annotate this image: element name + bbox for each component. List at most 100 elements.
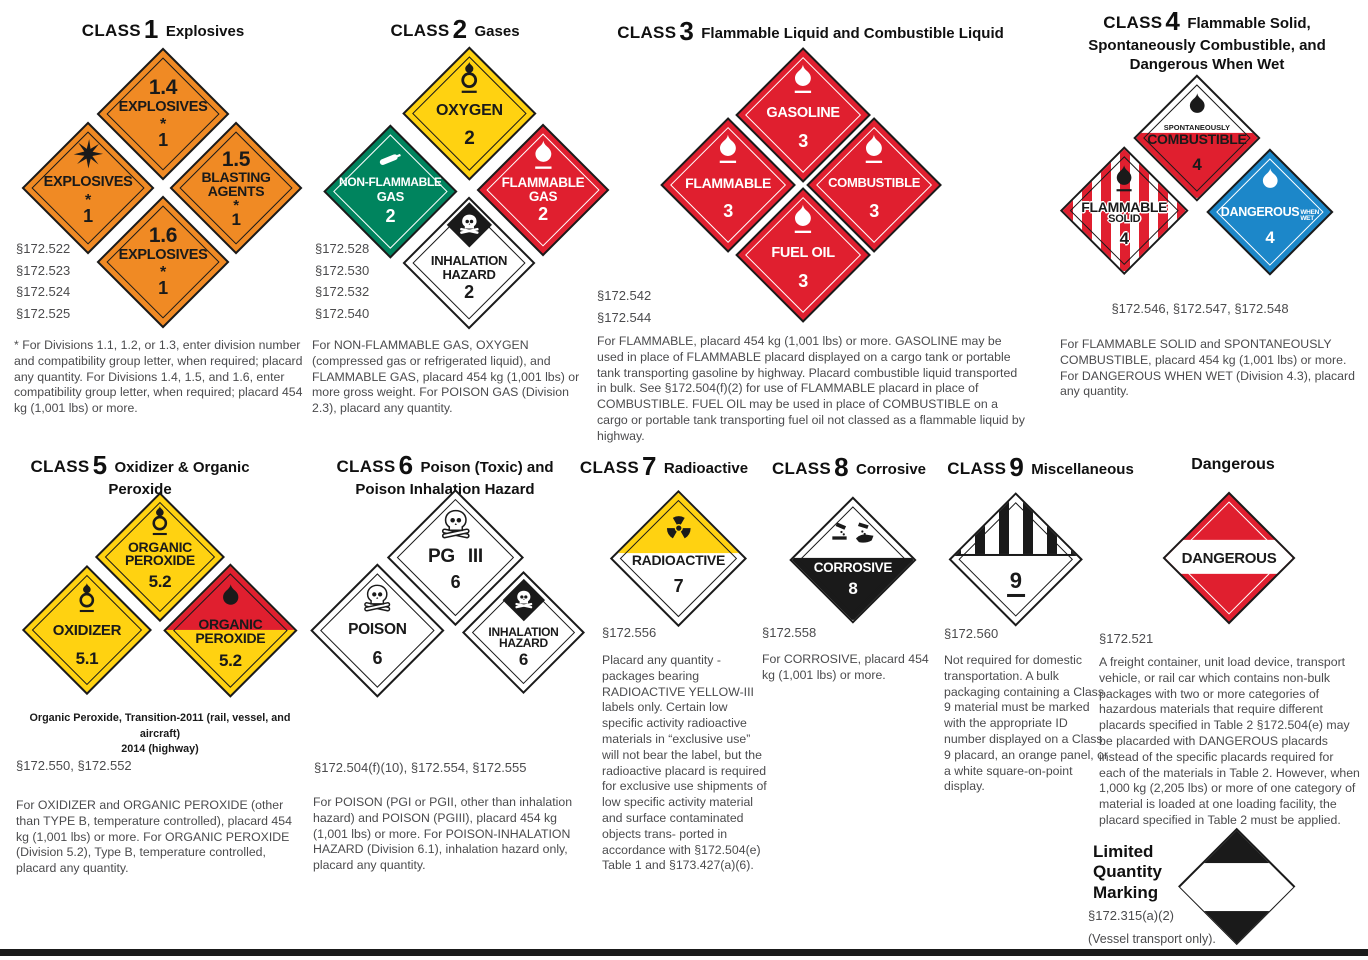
note-class-8: For CORROSIVE, placard 454 kg (1,001 lbs… [762, 652, 929, 682]
note-class-6: For POISON (PGI or PGII, other than inha… [313, 795, 573, 873]
citation: §172.532 [315, 284, 370, 299]
placard-label-3: WET [1299, 215, 1314, 223]
citations-class-2: §172.528 §172.530 §172.532 §172.540 [315, 238, 369, 324]
placard-class-num: 8 [847, 579, 858, 599]
flame-over-circle-icon [454, 60, 484, 93]
class-number: 3 [679, 16, 694, 46]
section-title-class-8: CLASS 8 Corrosive [763, 452, 935, 483]
placard-class-num: 7 [673, 575, 684, 596]
placard-division: 1.4 [149, 76, 178, 100]
placard-label: OXIDIZER [52, 621, 122, 639]
placard-inhalation-hazard-2: INHALATION HAZARD 2 [402, 196, 536, 330]
flame-icon [1111, 164, 1137, 192]
placard-class-num: 4 [1119, 228, 1129, 248]
class-word: CLASS [336, 457, 396, 476]
flame-icon [1256, 167, 1282, 193]
citation: §172.540 [315, 305, 370, 321]
placard-class-num: 6 [372, 648, 382, 669]
note-class-4: For FLAMMABLE SOLID and SPONTANEOUSLY CO… [1060, 337, 1355, 399]
class-number: 8 [834, 452, 849, 482]
placard-class-num: 9 [951, 567, 1080, 597]
class-subtitle: Radioactive [663, 460, 749, 477]
citations-class-4: §172.546, §172.547, §172.548 [1111, 301, 1289, 316]
citations-class-1: §172.522 §172.523 §172.524 §172.525 [16, 238, 70, 324]
citations-class-5: §172.550, §172.552 [16, 758, 132, 773]
placard-class-num: 4 [1264, 227, 1275, 247]
note-class-3: For FLAMMABLE, placard 454 kg (1,001 lbs… [597, 334, 1025, 443]
class-number: 5 [92, 450, 108, 480]
skull-crossbones-icon [438, 508, 472, 542]
class-word: CLASS [947, 459, 1007, 478]
placard-inhalation-hazard-6: INHALATION HAZARD 6 [461, 570, 585, 694]
flame-icon [789, 203, 817, 234]
placard-fuel-oil: FUEL OIL 3 [734, 186, 871, 323]
placard-flammable-solid: FLAMMABLE SOLID 4 [1059, 145, 1188, 274]
placard-oxidizer: OXIDIZER 5.1 [21, 564, 152, 695]
class-word: CLASS [1103, 13, 1163, 32]
placard-label: POISON [347, 621, 407, 639]
citation: §172.524 [16, 284, 71, 299]
section-title-class-5: CLASS 5 Oxidizer & Organic Peroxide [5, 450, 275, 500]
placard-class-num: 3 [798, 270, 808, 291]
citation: §172.523 [16, 262, 71, 278]
class-subtitle: Corrosive [856, 461, 927, 478]
class-number: 7 [642, 451, 657, 481]
placard-dangerous: DANGEROUS [1162, 491, 1296, 625]
limited-quantity-title: Limited Quantity Marking [1093, 842, 1162, 902]
class-number: 4 [1165, 6, 1180, 36]
citation: §172.528 [315, 241, 370, 256]
placard-label-1: ORGANIC [127, 538, 192, 555]
placard-label-1: INHALATION [431, 253, 508, 269]
class-subtitle: Poison (Toxic) and Poison Inhalation Haz… [355, 459, 554, 498]
placard-label-1: DANGEROUS [1220, 204, 1299, 219]
section-title-class-4: CLASS 4 Flammable Solid, Spontaneously Co… [1048, 6, 1366, 74]
section-title-class-7: CLASS 7 Radioactive [568, 451, 760, 482]
gas-cylinder-icon [373, 144, 407, 174]
class-word: CLASS [579, 458, 639, 477]
class-subtitle: Flammable Solid, Spontaneously Combustib… [1088, 15, 1326, 73]
class-word: CLASS [30, 457, 90, 476]
citation-dangerous: §172.521 [1099, 631, 1154, 646]
citation-limited-quantity: §172.315(a)(2) [1088, 908, 1174, 923]
citation: §172.522 [16, 241, 71, 256]
class-subtitle: Flammable Liquid and Combustible Liquid [701, 25, 1004, 42]
placard-organic-peroxide-red-yellow: ORGANIC PEROXIDE 5.2 [162, 562, 297, 697]
page-bottom-rule [0, 949, 1368, 956]
flame-icon [714, 133, 742, 164]
class-subtitle: Explosives [165, 23, 245, 40]
section-title-class-2: CLASS 2 Gases [330, 14, 580, 45]
class-number: 2 [452, 14, 468, 44]
limited-quantity-marking [1177, 827, 1296, 946]
placard-dangerous-when-wet: DANGEROUS WHEN WET 4 [1205, 147, 1333, 275]
class-word: CLASS [81, 21, 141, 40]
placard-radioactive: RADIOACTIVE 7 [610, 490, 747, 627]
class-number: 9 [1009, 452, 1024, 482]
placard-miscellaneous-9: 9 [947, 491, 1083, 627]
flame-icon [1183, 91, 1209, 117]
citation-class-8: §172.558 [762, 625, 817, 640]
placard-label: CORROSIVE [813, 559, 892, 575]
flame-icon [789, 63, 817, 94]
class-word: CLASS [390, 21, 450, 40]
placard-label: EXPLOSIVES [44, 174, 133, 191]
note-class-2: For NON-FLAMMABLE GAS, OXYGEN (compresse… [312, 338, 580, 416]
note-class-9: Not required for domestic transportation… [944, 653, 1109, 794]
class-number: 6 [398, 450, 414, 480]
placard-class-num: 2 [464, 282, 475, 303]
skull-crossbones-icon [502, 578, 545, 621]
class-word: CLASS [771, 459, 832, 478]
placard-label-1: NON-FLAMMABLE [338, 174, 442, 189]
flame-over-circle-icon [73, 582, 101, 613]
placard-explosives-1-6: 1.6 EXPLOSIVES * 1 [96, 195, 230, 329]
citation: §172.544 [597, 309, 652, 325]
skull-crossbones-icon [446, 203, 493, 249]
citation-class-9: §172.560 [944, 626, 999, 641]
explosion-icon [72, 139, 104, 171]
placard-class-num: 1 [158, 279, 169, 300]
class-number: 1 [143, 14, 159, 44]
placard-label: OXYGEN [435, 101, 503, 119]
placard-label-2: SOLID [1107, 212, 1141, 225]
note-class-7: Placard any quantity - packages bearing … [602, 653, 767, 873]
citations-class-6: §172.504(f)(10), §172.554, §172.555 [314, 760, 527, 775]
caption-line-2: 2014 (highway) [121, 743, 199, 756]
